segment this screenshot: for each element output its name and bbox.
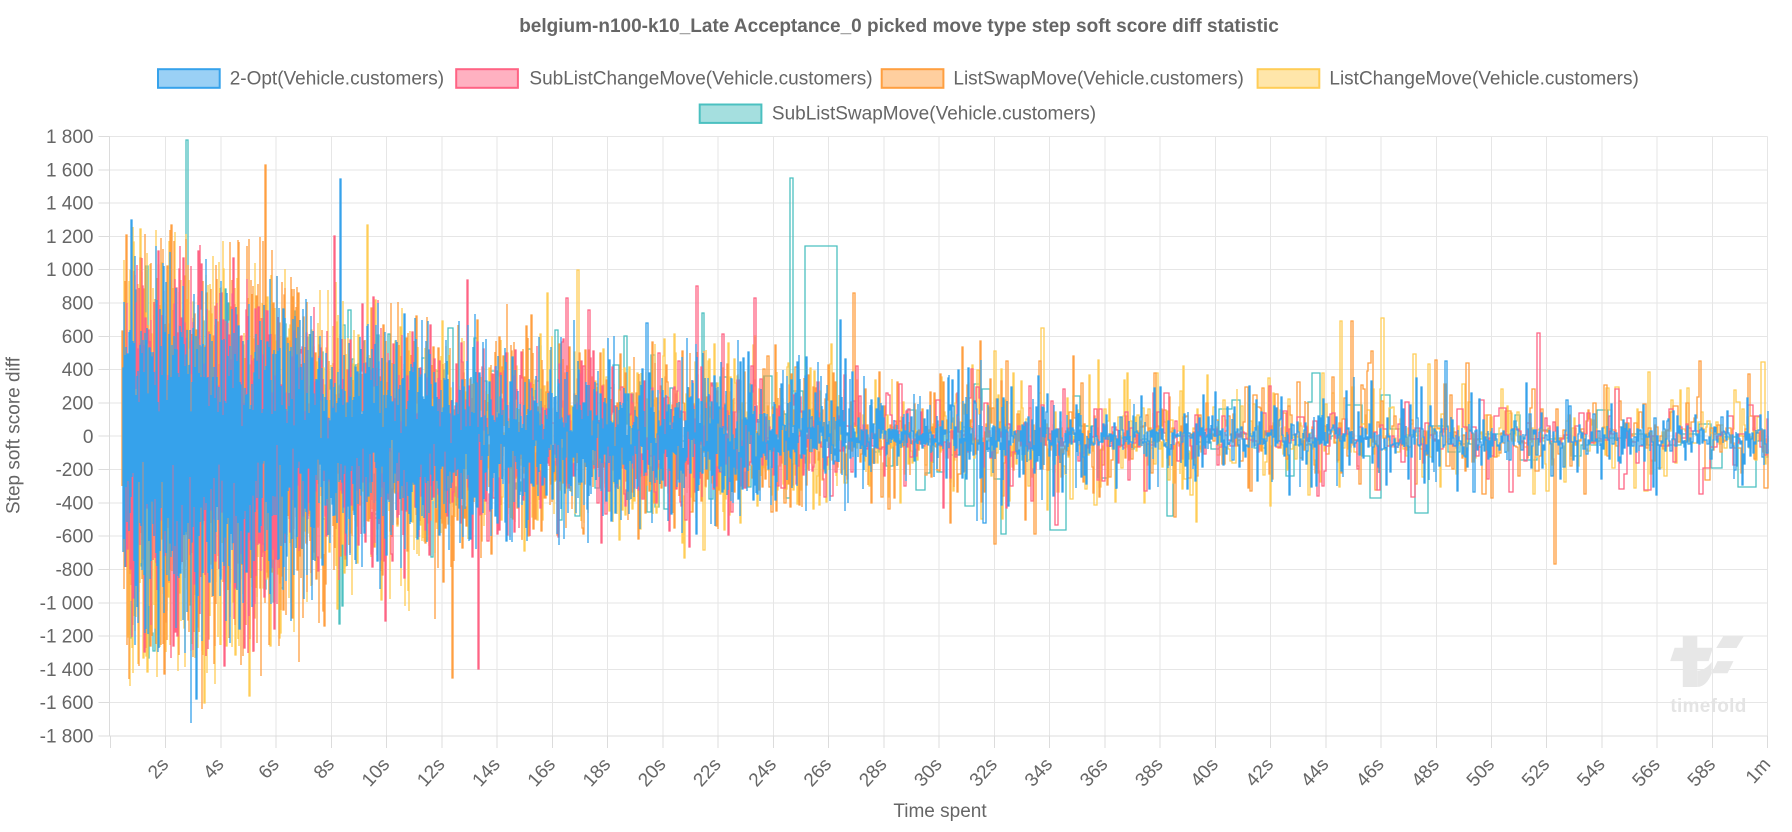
svg-text:Time spent: Time spent [893, 801, 987, 822]
svg-text:-1 600: -1 600 [40, 693, 94, 714]
svg-text:44s: 44s [1297, 754, 1333, 791]
svg-text:1 400: 1 400 [46, 194, 94, 215]
svg-text:1 000: 1 000 [46, 260, 94, 281]
svg-text:-400: -400 [55, 493, 93, 514]
svg-text:400: 400 [62, 360, 94, 381]
svg-text:34s: 34s [1021, 754, 1057, 791]
svg-text:200: 200 [62, 393, 94, 414]
svg-text:timefold: timefold [1670, 696, 1746, 717]
svg-text:24s: 24s [745, 754, 781, 791]
svg-text:54s: 54s [1573, 754, 1609, 791]
svg-text:-600: -600 [55, 527, 93, 548]
svg-text:ListSwapMove(Vehicle.customers: ListSwapMove(Vehicle.customers) [953, 69, 1243, 90]
svg-text:48s: 48s [1408, 754, 1444, 791]
svg-text:42s: 42s [1242, 754, 1278, 791]
svg-text:1 600: 1 600 [46, 160, 94, 181]
svg-text:SubListSwapMove(Vehicle.custom: SubListSwapMove(Vehicle.customers) [772, 104, 1096, 125]
svg-text:SubListChangeMove(Vehicle.cust: SubListChangeMove(Vehicle.customers) [529, 69, 872, 90]
svg-text:18s: 18s [579, 754, 615, 791]
svg-text:800: 800 [62, 294, 94, 315]
svg-text:26s: 26s [800, 754, 836, 791]
svg-text:46s: 46s [1352, 754, 1388, 791]
svg-text:52s: 52s [1518, 754, 1554, 791]
svg-text:12s: 12s [413, 754, 449, 791]
svg-text:10s: 10s [358, 754, 394, 791]
svg-text:22s: 22s [690, 754, 726, 791]
svg-text:2s: 2s [144, 754, 173, 783]
svg-text:36s: 36s [1076, 754, 1112, 791]
svg-text:1 200: 1 200 [46, 227, 94, 248]
svg-text:-1 400: -1 400 [40, 660, 94, 681]
svg-text:-1 000: -1 000 [40, 593, 94, 614]
svg-text:1m: 1m [1742, 754, 1775, 788]
svg-text:20s: 20s [634, 754, 670, 791]
svg-text:0: 0 [83, 427, 94, 448]
svg-text:16s: 16s [524, 754, 560, 791]
svg-text:2-Opt(Vehicle.customers): 2-Opt(Vehicle.customers) [230, 69, 444, 90]
svg-text:1 800: 1 800 [46, 127, 94, 148]
svg-text:-1 800: -1 800 [40, 727, 94, 748]
svg-text:38s: 38s [1132, 754, 1168, 791]
svg-text:belgium-n100-k10_Late Acceptan: belgium-n100-k10_Late Acceptance_0 picke… [519, 16, 1279, 37]
svg-text:50s: 50s [1463, 754, 1499, 791]
svg-text:40s: 40s [1187, 754, 1223, 791]
svg-text:58s: 58s [1684, 754, 1720, 791]
svg-text:Step soft score diff: Step soft score diff [4, 356, 25, 514]
svg-text:32s: 32s [966, 754, 1002, 791]
svg-text:28s: 28s [855, 754, 891, 791]
svg-text:ListChangeMove(Vehicle.custome: ListChangeMove(Vehicle.customers) [1329, 69, 1638, 90]
svg-text:-1 200: -1 200 [40, 627, 94, 648]
svg-text:30s: 30s [911, 754, 947, 791]
svg-text:6s: 6s [255, 754, 284, 783]
svg-text:56s: 56s [1629, 754, 1665, 791]
svg-text:-800: -800 [55, 560, 93, 581]
svg-text:8s: 8s [310, 754, 339, 783]
svg-text:4s: 4s [199, 754, 228, 783]
svg-text:600: 600 [62, 327, 94, 348]
svg-text:-200: -200 [55, 460, 93, 481]
svg-text:14s: 14s [469, 754, 505, 791]
